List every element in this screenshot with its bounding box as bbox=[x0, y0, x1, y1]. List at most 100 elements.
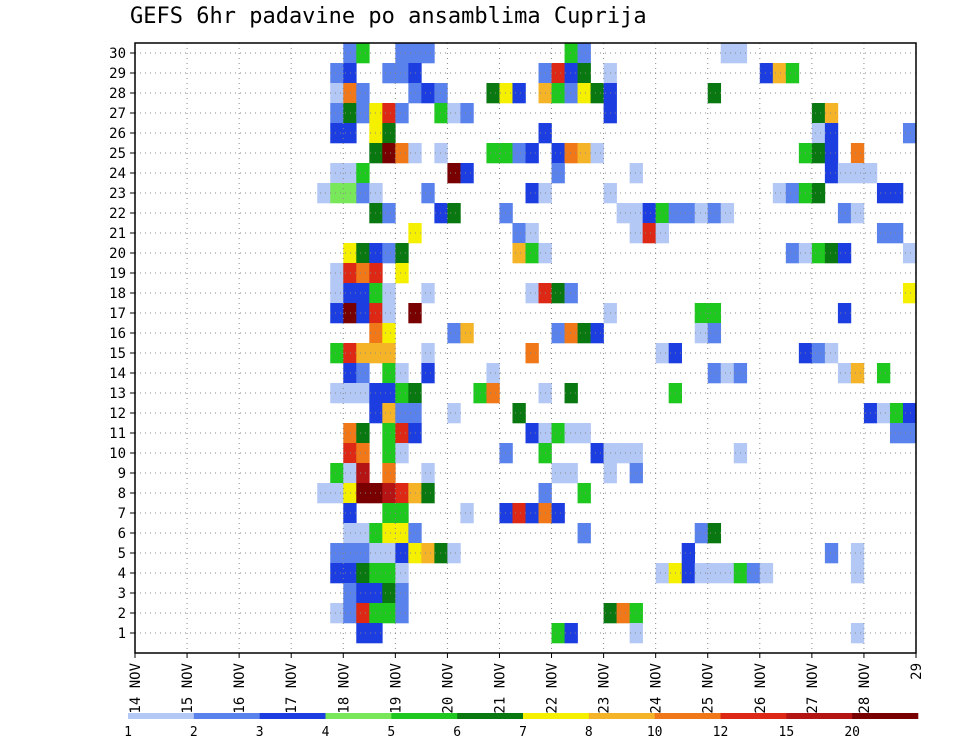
heatmap-cell bbox=[629, 443, 643, 464]
heatmap-cell bbox=[343, 83, 357, 104]
heatmap-cell bbox=[395, 363, 409, 384]
heatmap-cell bbox=[421, 83, 435, 104]
heatmap-cell bbox=[681, 543, 696, 564]
heatmap-cell bbox=[525, 183, 539, 204]
heatmap-cell bbox=[629, 463, 643, 484]
colorbar-label: 2 bbox=[190, 725, 198, 740]
heatmap-cell bbox=[850, 543, 865, 564]
heatmap-cell bbox=[421, 283, 435, 304]
heatmap-cell bbox=[694, 323, 709, 344]
grid-lines bbox=[135, 43, 916, 653]
colorbar-label: 20 bbox=[844, 725, 860, 740]
y-tick-label: 9 bbox=[118, 466, 126, 482]
heatmap-cell bbox=[655, 223, 669, 244]
heatmap-cell bbox=[356, 603, 370, 624]
heatmap-cell bbox=[499, 443, 513, 464]
heatmap-cell bbox=[837, 363, 852, 384]
heatmap-cell bbox=[356, 623, 370, 644]
heatmap-cell bbox=[356, 243, 370, 264]
heatmap-cell bbox=[447, 163, 461, 184]
heatmap-cell bbox=[512, 403, 526, 424]
heatmap-cell bbox=[434, 543, 448, 564]
heatmap-cell bbox=[512, 223, 526, 244]
y-tick-label: 24 bbox=[109, 166, 126, 182]
heatmap-cell bbox=[486, 143, 500, 164]
heatmap-cell bbox=[525, 143, 539, 164]
y-tick-label: 4 bbox=[118, 566, 126, 582]
heatmap-cell bbox=[655, 343, 669, 364]
heatmap-cell bbox=[902, 123, 917, 144]
heatmap-cell bbox=[343, 363, 357, 384]
colorbar-label: 10 bbox=[647, 725, 663, 740]
heatmap-cell bbox=[590, 143, 604, 164]
heatmap-cell bbox=[499, 503, 513, 524]
heatmap-cell bbox=[382, 403, 396, 424]
heatmap-cell bbox=[525, 503, 539, 524]
heatmap-cell bbox=[486, 83, 500, 104]
heatmap-cell bbox=[434, 143, 448, 164]
heatmap-cell bbox=[447, 203, 461, 224]
heatmap-cell bbox=[720, 563, 735, 584]
heatmap-cell bbox=[525, 343, 539, 364]
heatmap-cell bbox=[395, 403, 409, 424]
heatmap-cell bbox=[356, 263, 370, 284]
heatmap-cell bbox=[395, 143, 409, 164]
heatmap-cell bbox=[824, 343, 839, 364]
colorbar-label: 15 bbox=[779, 725, 795, 740]
heatmap-cell bbox=[707, 203, 722, 224]
heatmap-cell bbox=[421, 483, 435, 504]
heatmap-cell bbox=[876, 403, 891, 424]
y-tick-label: 14 bbox=[109, 366, 126, 382]
heatmap-cell bbox=[382, 323, 396, 344]
heatmap-cell bbox=[551, 83, 565, 104]
heatmap-cell bbox=[629, 603, 643, 624]
heatmap-cell bbox=[889, 423, 904, 444]
y-axis: 1234567891011121314151617181920212223242… bbox=[109, 46, 135, 642]
heatmap-cell bbox=[356, 583, 370, 604]
heatmap-cell bbox=[772, 63, 787, 84]
heatmap-cell bbox=[512, 143, 526, 164]
colorbar-label: 12 bbox=[713, 725, 729, 740]
heatmap-cell bbox=[759, 563, 774, 584]
heatmap-cell bbox=[655, 563, 669, 584]
heatmap-cell bbox=[811, 243, 826, 264]
colorbar-label: 5 bbox=[387, 725, 395, 740]
heatmap-cell bbox=[330, 263, 344, 284]
heatmap-cell bbox=[382, 303, 396, 324]
heatmap-cell bbox=[343, 263, 357, 284]
colorbar-swatch bbox=[588, 713, 655, 719]
y-tick-label: 12 bbox=[109, 406, 126, 422]
heatmap-cell bbox=[343, 463, 357, 484]
heatmap-cell bbox=[785, 63, 800, 84]
heatmap-cell bbox=[629, 223, 643, 244]
x-tick-label: 22 NOV bbox=[545, 662, 561, 713]
y-tick-label: 25 bbox=[109, 146, 126, 162]
heatmap-cell bbox=[551, 423, 565, 444]
heatmap-cell bbox=[395, 523, 409, 544]
heatmap-cell bbox=[850, 363, 865, 384]
heatmap-cell bbox=[616, 443, 630, 464]
x-tick-label: 20 NOV bbox=[440, 662, 456, 713]
heatmap-cell bbox=[382, 443, 396, 464]
heatmap-cell bbox=[525, 283, 539, 304]
heatmap-cell bbox=[382, 463, 396, 484]
heatmap-cell bbox=[876, 363, 891, 384]
heatmap-cell bbox=[356, 543, 370, 564]
heatmap-cell bbox=[330, 183, 344, 204]
heatmap-cell bbox=[525, 223, 539, 244]
heatmap-cells bbox=[317, 43, 917, 644]
heatmap-cell bbox=[447, 323, 461, 344]
heatmap-cell bbox=[759, 63, 774, 84]
heatmap-cell bbox=[577, 423, 591, 444]
y-tick-label: 20 bbox=[109, 246, 126, 262]
heatmap-cell bbox=[577, 143, 591, 164]
heatmap-cell bbox=[642, 223, 656, 244]
heatmap-cell bbox=[824, 243, 839, 264]
heatmap-cell bbox=[343, 103, 357, 124]
plot-frame bbox=[134, 42, 917, 654]
heatmap-cell bbox=[707, 563, 722, 584]
heatmap-cell bbox=[746, 563, 761, 584]
heatmap-cell bbox=[902, 403, 917, 424]
y-tick-label: 27 bbox=[109, 106, 126, 122]
heatmap-cell bbox=[330, 283, 344, 304]
